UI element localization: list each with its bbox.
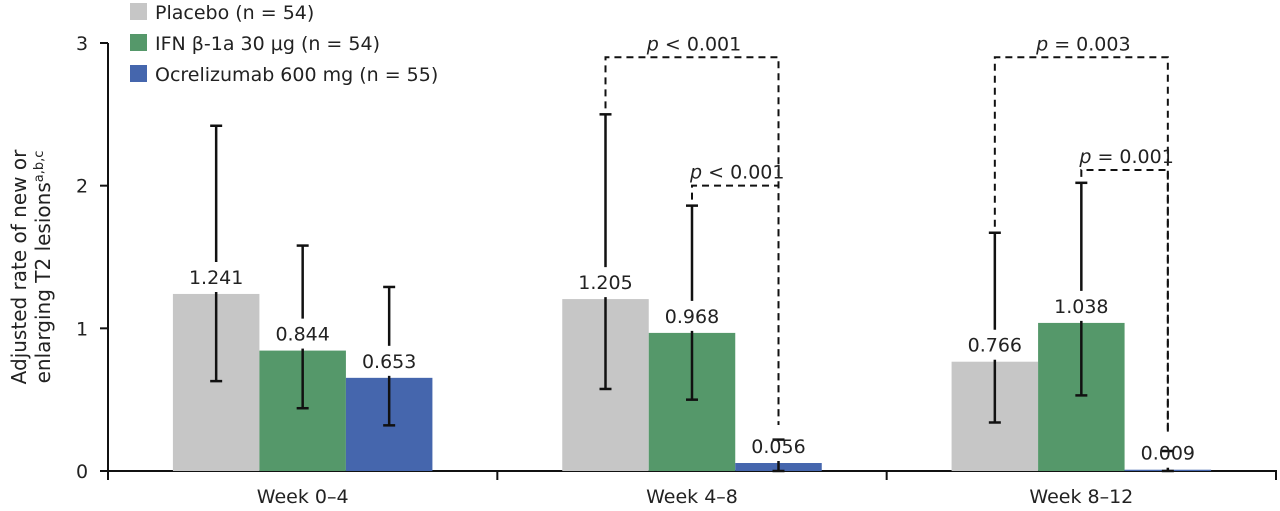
significance-bracket bbox=[604, 56, 780, 426]
x-category-label: Week 8–12 bbox=[1029, 486, 1133, 508]
y-axis-label: Adjusted rate of new or enlarging T2 les… bbox=[7, 149, 55, 384]
significance-bracket bbox=[993, 56, 1169, 432]
p-value-text: = 0.003 bbox=[1048, 33, 1130, 55]
y-axis-label-line1: Adjusted rate of new or bbox=[7, 149, 31, 384]
y-tick-label: 1 bbox=[76, 318, 88, 340]
value-label: 1.241 bbox=[189, 267, 243, 289]
y-axis-label-line2-main: enlarging T2 lesions bbox=[31, 182, 55, 383]
significance-bracket bbox=[1080, 168, 1169, 432]
y-tick-label: 2 bbox=[76, 176, 88, 198]
legend-entry-label: IFN β-1a 30 μg (n = 54) bbox=[155, 33, 380, 55]
y-axis-label-line2: enlarging T2 lesionsa,b,c bbox=[31, 151, 55, 384]
value-label: 1.205 bbox=[578, 272, 632, 294]
value-label: 0.766 bbox=[968, 335, 1022, 357]
value-label: 0.968 bbox=[665, 306, 719, 328]
p-value-label: p = 0.001 bbox=[1078, 146, 1173, 168]
legend-entry-label: Placebo (n = 54) bbox=[155, 2, 314, 24]
legend: Placebo (n = 54) IFN β-1a 30 μg (n = 54) O… bbox=[130, 2, 438, 86]
y-axis-label-superscript: a,b,c bbox=[32, 151, 47, 183]
p-symbol: p bbox=[646, 33, 659, 55]
legend-entry-label: Ocrelizumab 600 mg (n = 55) bbox=[155, 64, 438, 86]
y-tick-label: 0 bbox=[76, 461, 88, 483]
x-category-label: Week 0–4 bbox=[257, 486, 349, 508]
significance-bracket bbox=[691, 184, 780, 426]
value-label: 0.653 bbox=[362, 351, 416, 373]
legend-swatch bbox=[130, 3, 147, 20]
p-value-text: < 0.001 bbox=[702, 162, 784, 184]
value-label: 0.844 bbox=[275, 324, 329, 346]
legend-swatch bbox=[130, 34, 147, 51]
value-labels: 1.241 1.205 0.766 0.844 0.968 1.038 0.653 0.056… bbox=[189, 267, 1195, 465]
p-symbol: p bbox=[1078, 146, 1091, 168]
legend-swatch bbox=[130, 65, 147, 82]
value-label: 1.038 bbox=[1054, 296, 1108, 318]
p-value-label: p < 0.001 bbox=[646, 33, 741, 55]
x-category-label: Week 4–8 bbox=[646, 486, 738, 508]
p-symbol: p bbox=[689, 162, 702, 184]
p-symbol: p bbox=[1035, 33, 1048, 55]
p-value-label: p = 0.003 bbox=[1035, 33, 1130, 55]
p-value-text: < 0.001 bbox=[659, 33, 741, 55]
p-value-text: = 0.001 bbox=[1091, 146, 1173, 168]
value-label: 0.009 bbox=[1141, 443, 1195, 465]
error-bars bbox=[210, 113, 1174, 473]
y-tick-label: 3 bbox=[76, 33, 88, 55]
value-label: 0.056 bbox=[751, 436, 805, 458]
p-value-label: p < 0.001 bbox=[689, 162, 784, 184]
